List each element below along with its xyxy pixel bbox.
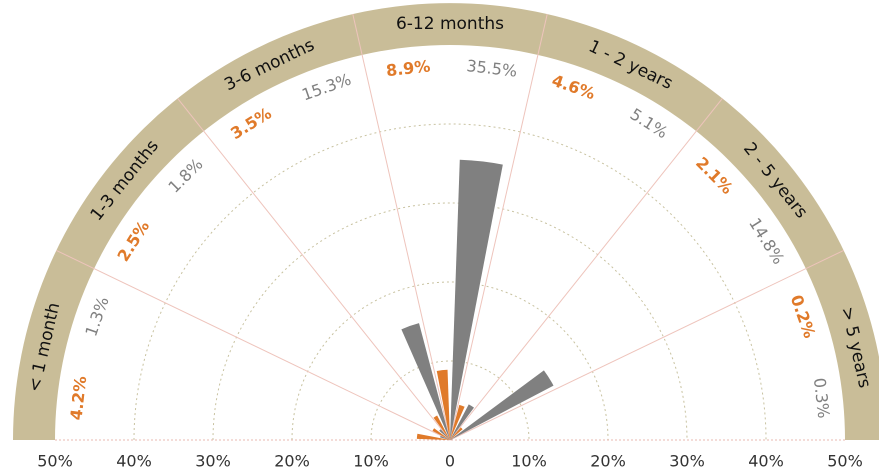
grid-circle [133,123,767,441]
value-label: 1.8% [164,154,206,196]
value-label: 2.5% [113,217,153,265]
value-label: 0.2% [787,292,820,340]
value-label: 3.5% [227,103,275,143]
tick-label: 10% [353,452,389,471]
sector-line [56,249,451,441]
sector-line [177,98,451,441]
tick-label: 20% [274,452,310,471]
tick-label: 30% [195,452,231,471]
value-label: 4.2% [66,375,90,421]
value-label: 1.3% [81,294,112,339]
sector-line [449,249,844,441]
value-label: 15.3% [299,70,353,105]
wedge [450,404,475,440]
tick-label: 10% [511,452,547,471]
wedge [433,415,450,440]
tick-label: 30% [669,452,705,471]
value-label: 8.9% [385,56,431,80]
tick-label: 40% [748,452,784,471]
tick-label: 20% [590,452,626,471]
wedge [450,439,452,440]
category-label: 6-12 months [396,14,504,34]
sector-line [352,13,451,441]
value-label: 0.3% [810,377,833,420]
sector-line [449,13,548,441]
tick-label: 50% [827,452,863,471]
wedge [439,429,450,440]
wedge [450,159,503,441]
wedge [450,370,554,440]
grid-circle [212,202,688,441]
tick-label: 40% [116,452,152,471]
wedge [416,433,450,440]
wedge [450,404,465,440]
value-label: 35.5% [466,56,519,81]
wedge [401,323,450,440]
sector-line [449,98,723,441]
value-label: 4.6% [549,71,597,104]
wedge [450,427,463,440]
value-label: 5.1% [627,104,672,142]
grid-circle [370,360,530,441]
grid-circle [291,281,609,441]
wedge [436,369,450,440]
wedge [440,435,450,440]
wedge [432,428,450,440]
tick-label: 0 [445,452,455,471]
tick-label: 50% [37,452,73,471]
